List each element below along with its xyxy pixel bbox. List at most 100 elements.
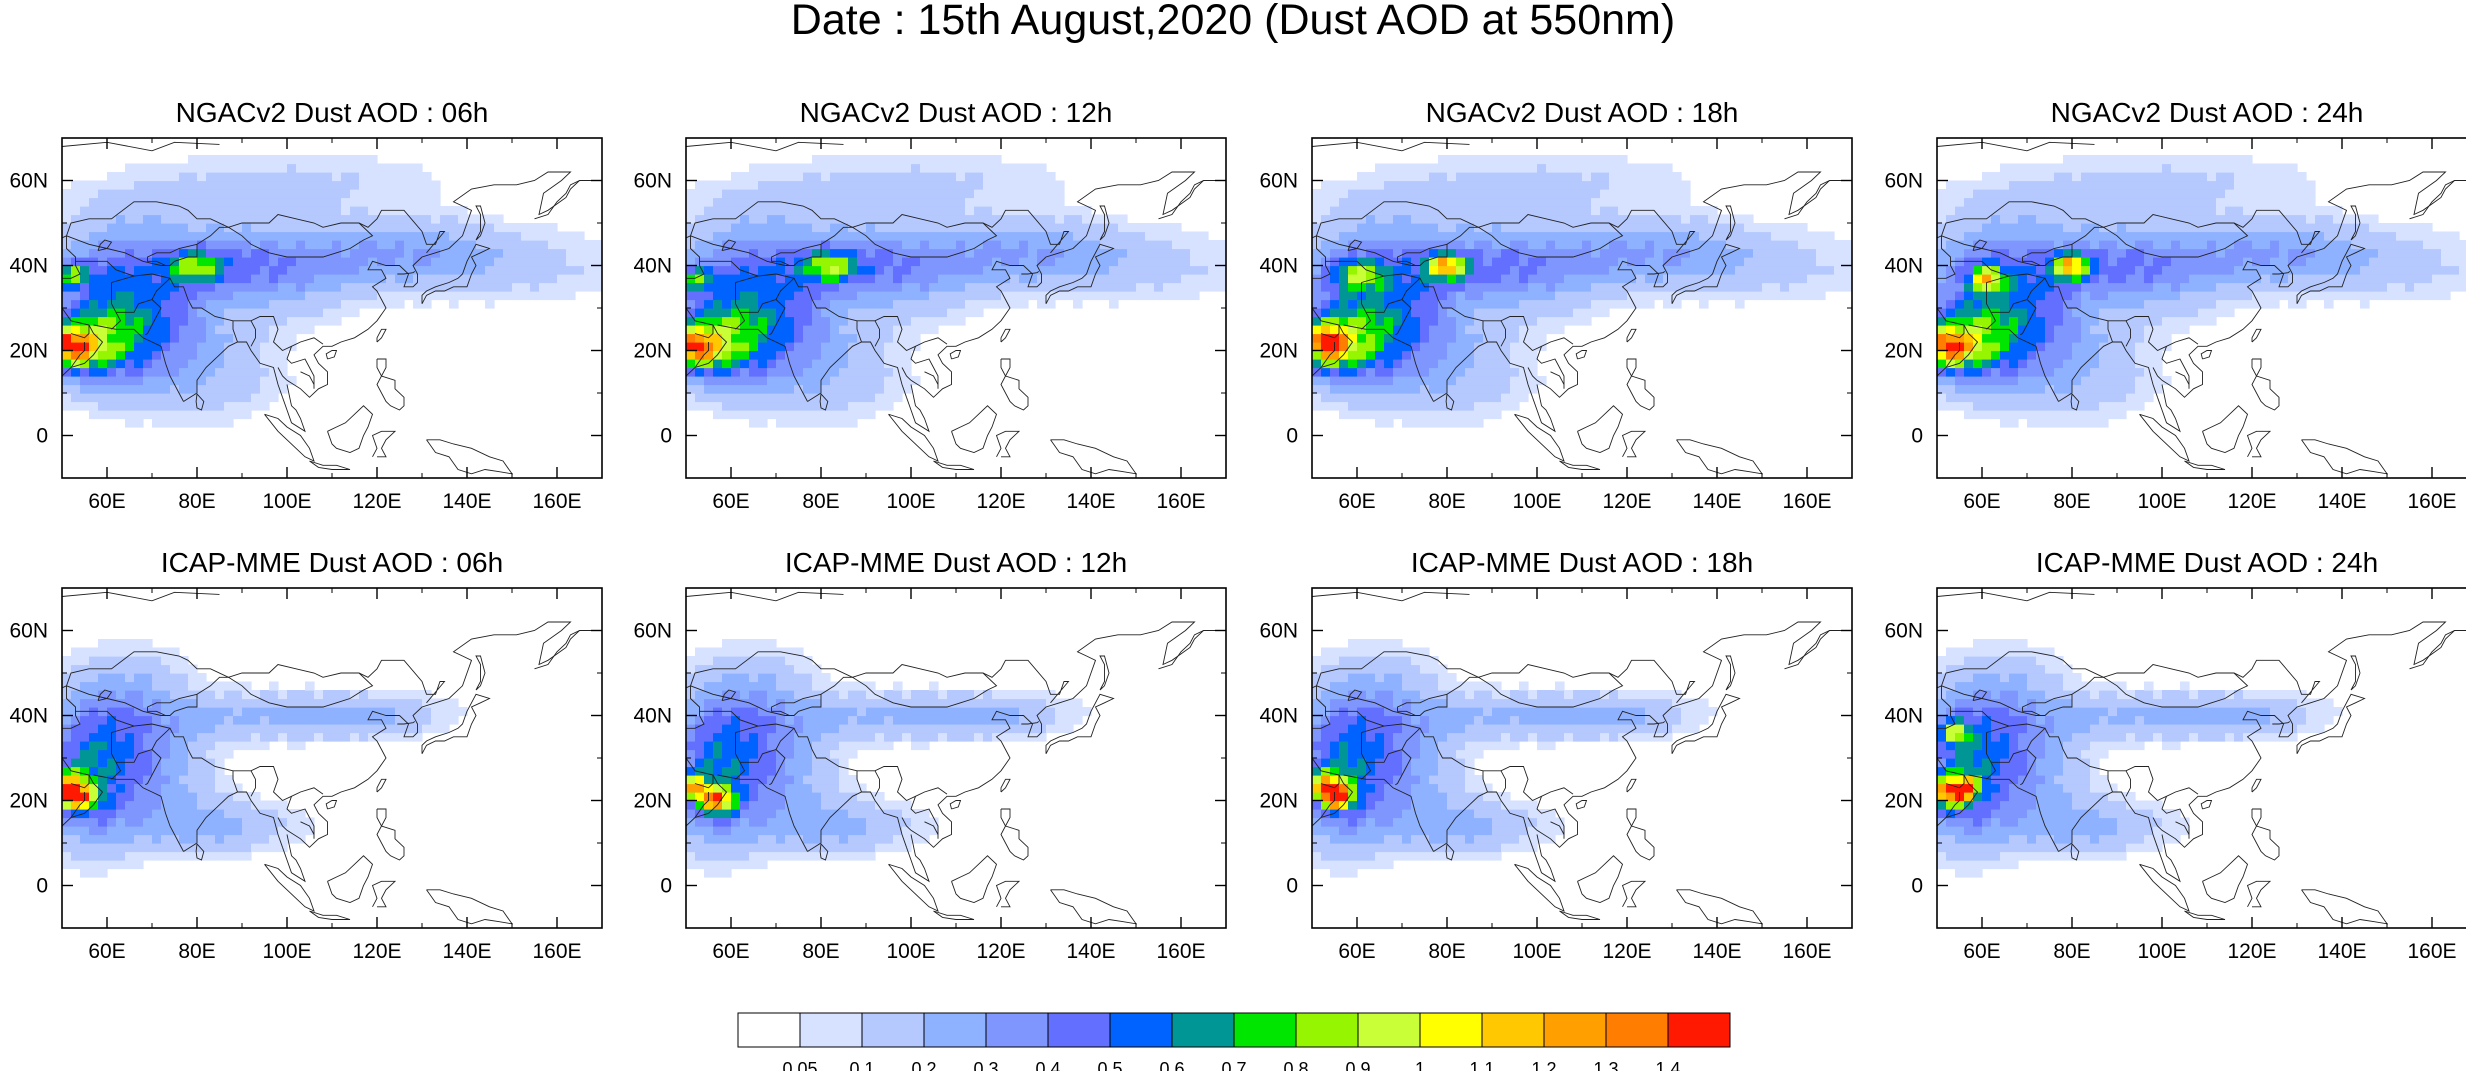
aod-cell bbox=[2243, 240, 2253, 250]
aod-cell bbox=[1339, 359, 1349, 369]
aod-cell bbox=[1645, 163, 1655, 173]
aod-cell bbox=[566, 282, 576, 292]
aod-cell bbox=[1136, 265, 1146, 275]
aod-cell bbox=[1181, 248, 1191, 258]
aod-cell bbox=[776, 401, 786, 411]
aod-cell bbox=[686, 393, 696, 403]
aod-cell bbox=[731, 384, 741, 394]
aod-cell bbox=[2045, 333, 2055, 343]
aod-cell bbox=[1627, 257, 1637, 267]
aod-cell bbox=[2063, 197, 2073, 207]
aod-cell bbox=[251, 282, 261, 292]
aod-cell bbox=[2162, 248, 2172, 258]
aod-cell bbox=[1339, 248, 1349, 258]
aod-cell bbox=[188, 197, 198, 207]
aod-cell bbox=[1330, 223, 1340, 233]
aod-cell bbox=[1019, 214, 1029, 224]
aod-cell bbox=[2126, 367, 2136, 377]
aod-cell bbox=[2072, 180, 2082, 190]
aod-cell bbox=[1136, 274, 1146, 284]
aod-cell bbox=[2153, 325, 2163, 335]
aod-cell bbox=[1163, 282, 1173, 292]
aod-cell bbox=[1019, 265, 1029, 275]
aod-cell bbox=[1492, 231, 1502, 241]
aod-cell bbox=[116, 410, 126, 420]
aod-cell bbox=[1366, 359, 1376, 369]
aod-cell bbox=[341, 282, 351, 292]
aod-cell bbox=[233, 163, 243, 173]
aod-cell bbox=[1672, 299, 1682, 309]
coastline-path bbox=[1725, 205, 1736, 241]
aod-cell bbox=[1991, 342, 2001, 352]
aod-cell bbox=[62, 325, 72, 335]
aod-cell bbox=[758, 223, 768, 233]
aod-cell bbox=[2054, 393, 2064, 403]
aod-cell bbox=[740, 384, 750, 394]
aod-cell bbox=[1492, 393, 1502, 403]
aod-cell bbox=[1357, 384, 1367, 394]
aod-cell bbox=[1073, 223, 1083, 233]
aod-cell bbox=[395, 291, 405, 301]
aod-cell bbox=[1010, 197, 1020, 207]
aod-cell bbox=[1708, 206, 1718, 216]
aod-cell bbox=[1465, 189, 1475, 199]
aod-cell bbox=[242, 350, 252, 360]
aod-cell bbox=[965, 214, 975, 224]
aod-cell bbox=[467, 240, 477, 250]
aod-cell bbox=[2054, 172, 2064, 182]
aod-cell bbox=[1010, 231, 1020, 241]
aod-cell bbox=[1537, 197, 1547, 207]
aod-cell bbox=[269, 308, 279, 318]
aod-cell bbox=[260, 189, 270, 199]
aod-cell bbox=[1393, 401, 1403, 411]
aod-cell bbox=[1501, 172, 1511, 182]
aod-cell bbox=[1528, 384, 1538, 394]
aod-cell bbox=[233, 206, 243, 216]
aod-cell bbox=[1366, 367, 1376, 377]
aod-cell bbox=[593, 257, 602, 267]
aod-cell bbox=[2090, 308, 2100, 318]
aod-cell bbox=[2108, 333, 2118, 343]
aod-cell bbox=[134, 384, 144, 394]
aod-cell bbox=[1618, 248, 1628, 258]
aod-cell bbox=[758, 308, 768, 318]
aod-cell bbox=[1321, 299, 1331, 309]
aod-cell bbox=[1429, 180, 1439, 190]
aod-cell bbox=[233, 274, 243, 284]
aod-cell bbox=[2054, 325, 2064, 335]
aod-cell bbox=[404, 197, 414, 207]
aod-cell bbox=[71, 240, 81, 250]
aod-cell bbox=[1991, 299, 2001, 309]
aod-cell bbox=[1519, 172, 1529, 182]
aod-cell bbox=[2162, 333, 2172, 343]
aod-cell bbox=[1798, 240, 1808, 250]
aod-cell bbox=[1964, 316, 1974, 326]
aod-cell bbox=[1483, 172, 1493, 182]
aod-cell bbox=[440, 240, 450, 250]
aod-cell bbox=[866, 197, 876, 207]
aod-cell bbox=[2135, 350, 2145, 360]
aod-cell bbox=[1384, 410, 1394, 420]
aod-cell bbox=[1510, 214, 1520, 224]
aod-cell bbox=[2063, 350, 2073, 360]
aod-cell bbox=[1348, 240, 1358, 250]
aod-cell bbox=[2027, 172, 2037, 182]
aod-cell bbox=[1420, 163, 1430, 173]
aod-cell bbox=[2135, 240, 2145, 250]
aod-cell bbox=[1501, 308, 1511, 318]
aod-cell bbox=[767, 376, 777, 386]
aod-cell bbox=[2180, 240, 2190, 250]
aod-cell bbox=[1501, 274, 1511, 284]
lat-tick-label: 0 bbox=[660, 425, 672, 448]
aod-cell bbox=[1181, 257, 1191, 267]
aod-cell bbox=[2036, 172, 2046, 182]
aod-cell bbox=[188, 342, 198, 352]
aod-cell bbox=[350, 214, 360, 224]
aod-cell bbox=[1555, 282, 1565, 292]
aod-cell bbox=[1402, 282, 1412, 292]
aod-cell bbox=[71, 342, 81, 352]
aod-cell bbox=[1982, 240, 1992, 250]
coastline-path bbox=[933, 460, 975, 470]
aod-cell bbox=[1465, 240, 1475, 250]
aod-cell bbox=[2225, 197, 2235, 207]
